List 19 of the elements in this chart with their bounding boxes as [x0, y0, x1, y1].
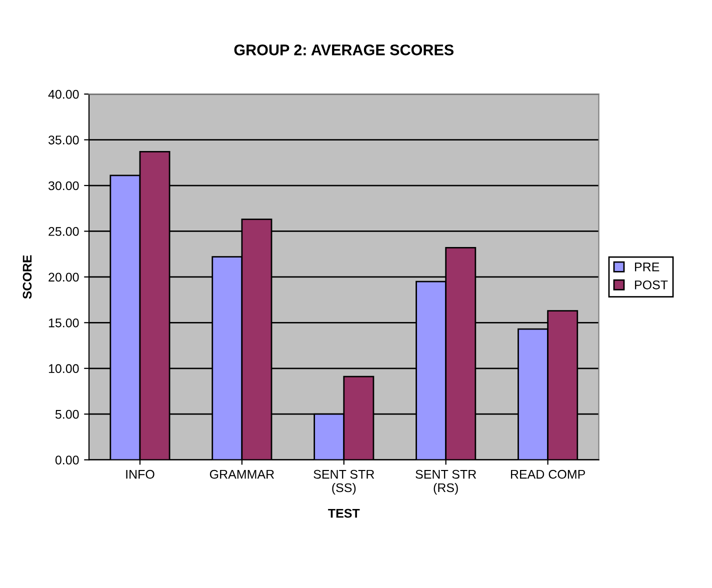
- x-tick-label: SENT STR (RS): [416, 470, 476, 495]
- y-tick-label: 30.00: [48, 181, 79, 190]
- x-tick-label: SENT STR (SS): [314, 470, 374, 495]
- legend-label: PRE: [635, 262, 660, 272]
- x-tick-label: INFO: [126, 470, 154, 479]
- y-tick-label: 20.00: [48, 272, 79, 282]
- y-tick-label: 0.00: [55, 456, 79, 464]
- y-tick-label: 5.00: [55, 410, 79, 419]
- legend-label: POST: [635, 280, 668, 290]
- x-tick-label: READ COMP: [510, 470, 586, 479]
- y-tick-label: 25.00: [48, 227, 79, 236]
- y-tick-label: 10.00: [48, 364, 79, 374]
- x-axis-title: TEST: [328, 508, 360, 518]
- y-tick-label: 15.00: [48, 318, 79, 328]
- y-axis-title: SCORE: [22, 255, 32, 299]
- chart-title: GROUP 2: AVERAGE SCORES: [234, 44, 454, 56]
- y-tick-label: 40.00: [48, 90, 79, 99]
- x-tick-label: GRAMMAR: [210, 470, 274, 479]
- y-tick-label: 35.00: [48, 136, 79, 144]
